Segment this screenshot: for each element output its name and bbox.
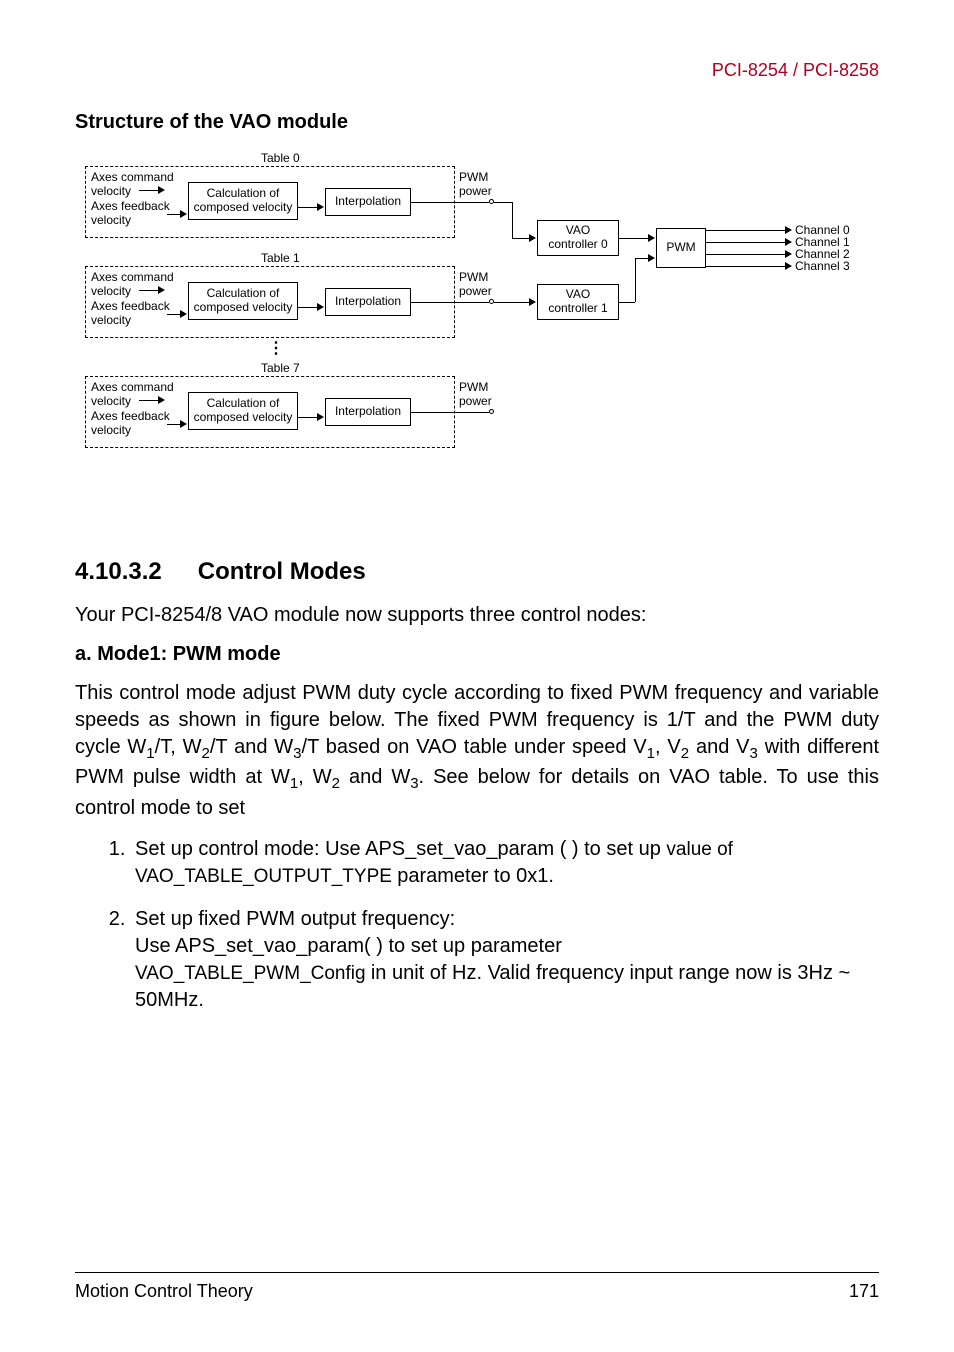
steps-list: Set up control mode: Use APS_set_vao_par… [75, 836, 879, 1014]
t7-interp: Interpolation [325, 398, 411, 426]
t1-calc: Calculation ofcomposed velocity [188, 282, 298, 320]
header-model: PCI-8254 / PCI-8258 [75, 60, 879, 81]
t0-interp: Interpolation [325, 188, 411, 216]
mode1-title: a. Mode1: PWM mode [75, 643, 879, 666]
vao-diagram: Table 0 Axes command velocity Axes feedb… [75, 152, 875, 522]
t7-pwm: PWMpower [459, 380, 492, 409]
step-1: Set up control mode: Use APS_set_vao_par… [131, 836, 879, 890]
label-table1: Table 1 [261, 252, 300, 266]
vdots: ⋮ [268, 340, 284, 358]
page-footer: Motion Control Theory 171 [75, 1272, 879, 1302]
t0-axes: Axes command velocity Axes feedback velo… [91, 170, 174, 228]
pwm-mux: PWM [656, 228, 706, 268]
vao-controller-0: VAOcontroller 0 [537, 220, 619, 256]
heading-control-modes: 4.10.3.2Control Modes [75, 558, 879, 586]
ch3: Channel 3 [795, 259, 850, 273]
t0-calc: Calculation ofcomposed velocity [188, 182, 298, 220]
vao-controller-1: VAOcontroller 1 [537, 284, 619, 320]
label-table7: Table 7 [261, 362, 300, 376]
t1-axes: Axes command velocity Axes feedback velo… [91, 270, 174, 328]
intro-para: Your PCI-8254/8 VAO module now supports … [75, 602, 879, 629]
step-2: Set up fixed PWM output frequency: Use A… [131, 906, 879, 1014]
t1-interp: Interpolation [325, 288, 411, 316]
t1-pwm: PWMpower [459, 270, 492, 299]
t7-axes: Axes command velocity Axes feedback velo… [91, 380, 174, 438]
t0-pwm: PWMpower [459, 170, 492, 199]
label-table0: Table 0 [261, 152, 300, 166]
footer-page: 171 [849, 1281, 879, 1302]
mode1-body: This control mode adjust PWM duty cycle … [75, 680, 879, 822]
t7-calc: Calculation ofcomposed velocity [188, 392, 298, 430]
footer-left: Motion Control Theory [75, 1281, 253, 1302]
structure-title: Structure of the VAO module [75, 111, 879, 134]
